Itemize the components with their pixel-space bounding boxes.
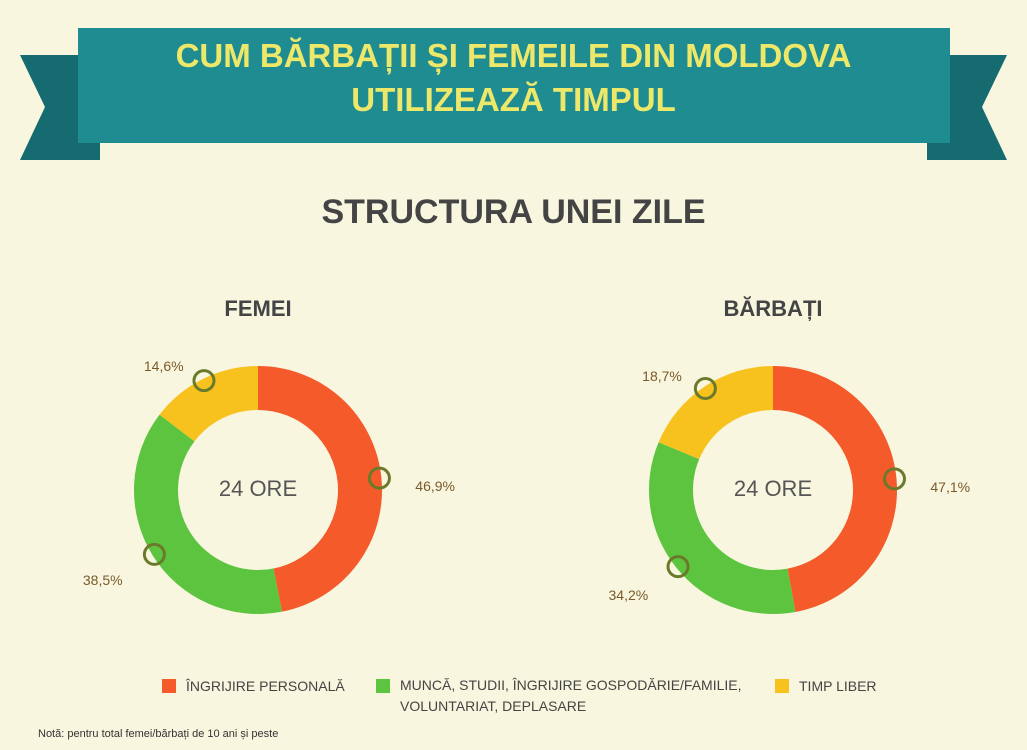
value-label: 47,1% [930,479,970,495]
label-marker [693,376,717,400]
label-marker [882,467,906,491]
legend-item: ÎNGRIJIRE PERSONALĂ [162,678,345,694]
donut-segment [773,366,898,612]
legend-label: ÎNGRIJIRE PERSONALĂ [186,678,345,694]
legend-label: TIMP LIBER [799,678,877,694]
title-line: UTILIZEAZĂ TIMPUL [351,81,676,118]
center-label: 24 ORE [734,476,812,501]
subtitle: STRUCTURA UNEI ZILE [321,193,706,231]
donut-segment [134,414,283,614]
legend-item: TIMP LIBER [775,678,877,694]
label-marker [142,542,166,566]
donut-segment [658,365,773,460]
center-label: 24 ORE [219,476,297,501]
legend-label: MUNCĂ, STUDII, ÎNGRIJIRE GOSPODĂRIE/FAMI… [400,677,742,714]
donut-segment [649,442,796,614]
banner-title: CUM BĂRBAȚII ȘI FEMEILE DIN MOLDOVA UTIL… [0,34,1027,122]
value-label: 46,9% [415,478,455,494]
title-line: CUM BĂRBAȚII ȘI FEMEILE DIN MOLDOVA [175,37,852,74]
value-label: 34,2% [609,587,649,603]
label-marker [367,466,391,490]
value-label: 14,6% [144,358,184,374]
note: Notă: pentru total femei/bărbați de 10 a… [38,728,279,740]
label-marker [666,555,690,579]
legend-swatch [162,679,176,693]
chart-title: BĂRBAȚI [724,296,823,321]
donut-segment [258,366,382,612]
banner [78,28,950,143]
legend-swatch [775,679,789,693]
legend-swatch [376,679,390,693]
legend-item: MUNCĂ, STUDII, ÎNGRIJIRE GOSPODĂRIE/FAMI… [376,677,746,717]
label-marker [192,369,216,393]
donut-segment [159,366,258,442]
value-label: 18,7% [642,368,682,384]
value-label: 38,5% [83,572,123,588]
chart-title: FEMEI [224,296,291,321]
